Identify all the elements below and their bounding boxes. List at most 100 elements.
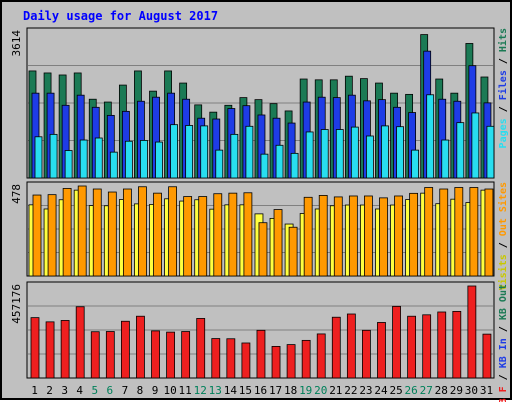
pages-bar <box>49 133 58 179</box>
sites-bar <box>288 226 298 277</box>
pages-bar <box>381 125 389 179</box>
panel-1-max-label: 3614 <box>10 30 23 57</box>
kbf-bar <box>392 305 401 379</box>
kbf-bar <box>467 285 477 379</box>
sites-bar <box>273 209 283 277</box>
day-label: 23 <box>359 384 372 397</box>
day-label: 14 <box>224 384 238 397</box>
pages-bar <box>305 131 314 179</box>
pages-bar <box>140 140 148 179</box>
pages-bar <box>366 135 374 179</box>
pages-bar <box>109 151 118 179</box>
panel-2-max-label: 478 <box>10 184 23 204</box>
day-label: 25 <box>389 384 402 397</box>
sites-bar <box>77 185 87 277</box>
kbf-bar <box>75 306 85 379</box>
day-label: 31 <box>480 384 493 397</box>
day-label: 9 <box>152 384 159 397</box>
pages-bar <box>170 124 178 179</box>
pages-bar <box>320 129 329 179</box>
sites-bar <box>168 186 177 277</box>
kbf-bar <box>422 314 432 379</box>
kbf-bar <box>301 339 311 379</box>
sites-bar <box>228 192 238 277</box>
kbf-bar <box>166 331 175 379</box>
kbf-bar <box>105 331 115 379</box>
legend-mid: Visits / Out Sites <box>497 182 509 290</box>
kbf-bar <box>482 333 492 379</box>
kbf-bar <box>196 318 206 379</box>
day-label: 26 <box>405 384 418 397</box>
kbf-bar <box>45 321 55 379</box>
pages-bar <box>185 125 194 179</box>
pages-bar <box>396 126 404 179</box>
sites-bar <box>32 194 42 277</box>
pages-bar <box>34 136 43 179</box>
pages-bar <box>64 150 73 179</box>
pages-bar <box>350 126 359 179</box>
sites-bar <box>138 186 147 277</box>
sites-bar <box>303 196 313 277</box>
day-label: 27 <box>420 384 433 397</box>
kbf-bar <box>331 316 341 379</box>
legend-top: Pages / Files / Hits <box>497 28 509 148</box>
kbf-bar <box>151 330 160 379</box>
kbf-bar <box>241 342 251 379</box>
kbf-bar <box>226 338 236 379</box>
kbf-bar <box>316 333 326 379</box>
sites-bar <box>243 192 253 277</box>
day-label: 2 <box>46 384 53 397</box>
kbf-bar <box>211 338 221 379</box>
day-label: 18 <box>284 384 297 397</box>
sites-bar <box>198 196 208 277</box>
sites-bar <box>364 195 373 277</box>
kbf-bar <box>90 331 100 379</box>
sites-bar <box>348 195 358 277</box>
sites-bar <box>379 197 388 277</box>
panel-3-max-label: 457176 <box>10 284 23 324</box>
sites-bar <box>213 193 223 277</box>
day-label: 1 <box>31 384 38 397</box>
pages-bar <box>260 153 269 179</box>
day-label: 8 <box>137 384 144 397</box>
pages-bar <box>200 125 209 179</box>
sites-bar <box>394 195 403 277</box>
kbf-bar <box>452 310 462 379</box>
pages-bar <box>215 149 224 179</box>
pages-bar <box>79 139 88 179</box>
kbf-bar <box>407 315 417 379</box>
sites-bar <box>92 188 102 277</box>
kbf-bar <box>136 315 145 379</box>
day-label: 7 <box>122 384 129 397</box>
chart-title: Daily usage for August 2017 <box>23 9 218 23</box>
day-label: 3 <box>61 384 68 397</box>
sites-bar <box>122 188 132 277</box>
sites-bar <box>439 188 449 277</box>
day-label: 24 <box>374 384 388 397</box>
pages-bar <box>124 140 133 179</box>
pages-bar <box>245 125 254 179</box>
day-label: 30 <box>465 384 478 397</box>
sites-bar <box>469 187 479 277</box>
sites-bar <box>107 191 117 277</box>
pages-bar <box>486 125 495 179</box>
sites-bar <box>454 187 464 277</box>
kbf-bar <box>181 331 191 379</box>
day-label: 13 <box>209 384 222 397</box>
day-label: 12 <box>194 384 207 397</box>
pages-bar <box>155 141 163 179</box>
day-label: 6 <box>107 384 114 397</box>
sites-bar <box>153 192 162 277</box>
pages-bar <box>441 139 450 179</box>
pages-bar <box>94 137 103 179</box>
day-label: 20 <box>314 384 327 397</box>
kbf-bar <box>271 346 281 379</box>
day-label: 21 <box>329 384 342 397</box>
day-label: 28 <box>435 384 448 397</box>
kbf-bar <box>256 329 266 379</box>
day-label: 15 <box>239 384 252 397</box>
kbf-bar <box>286 344 296 379</box>
sites-bar <box>333 196 343 277</box>
